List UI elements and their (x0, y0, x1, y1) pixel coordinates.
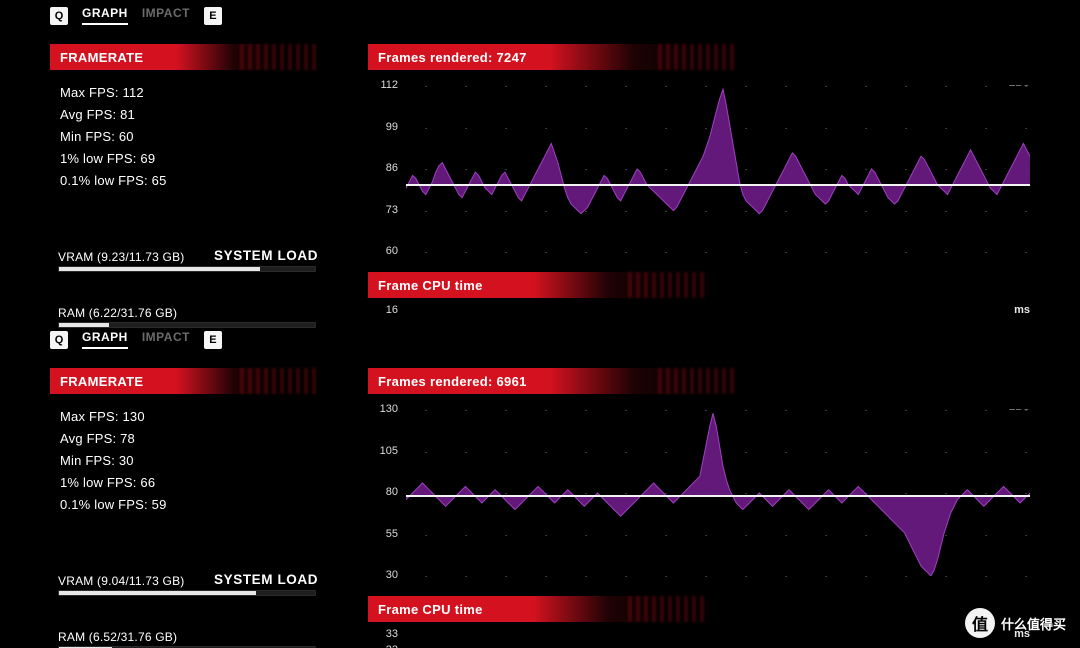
fps-chart: FPS11299867360 (368, 82, 1034, 256)
fps-chart: FPS130105805530 (368, 406, 1034, 580)
ytick: 86 (368, 162, 398, 174)
stat-row: Avg FPS: 81 (60, 104, 167, 126)
cpu-chart: 16 ms (368, 304, 1034, 326)
tab-impact[interactable]: IMPACT (142, 6, 190, 25)
ram-label: RAM (6.22/31.76 GB) (58, 306, 177, 320)
tabs: Q GRAPH IMPACT E (50, 6, 222, 25)
stats-list: Max FPS: 112Avg FPS: 81Min FPS: 601% low… (60, 82, 167, 192)
panel-1: Q GRAPH IMPACT E FRAMERATE Frames rendered: 6… (0, 324, 1080, 648)
stat-row: Max FPS: 112 (60, 82, 167, 104)
chart-area (406, 410, 1030, 576)
header-frames-rendered: Frames rendered: 6961 (368, 368, 698, 394)
stat-row: 1% low FPS: 69 (60, 148, 167, 170)
watermark: 值什么值得买 (965, 608, 1066, 638)
ytick: 55 (368, 528, 398, 540)
stat-row: Min FPS: 60 (60, 126, 167, 148)
avg-fps-line (406, 495, 1030, 497)
ytick: 30 (368, 569, 398, 581)
stat-row: 0.1% low FPS: 65 (60, 170, 167, 192)
tab-impact[interactable]: IMPACT (142, 330, 190, 349)
header-cpu-time: Frame CPU time (368, 596, 668, 622)
watermark-badge: 值 (965, 608, 995, 638)
ytick: 105 (368, 445, 398, 457)
ytick: 99 (368, 121, 398, 133)
vram-label: VRAM (9.04/11.73 GB) (58, 574, 185, 588)
vram-meter (58, 266, 316, 272)
header-framerate: FRAMERATE (50, 368, 280, 394)
panel-0: Q GRAPH IMPACT E FRAMERATE Frames rendered: 7… (0, 0, 1080, 324)
cpu-unit: ms (1014, 304, 1030, 316)
cpu-chart: 3323ms (368, 628, 1034, 648)
chart-area (406, 86, 1030, 252)
ytick: 60 (368, 245, 398, 257)
ytick: 23 (368, 644, 398, 648)
tabs: Q GRAPH IMPACT E (50, 330, 222, 349)
system-load-label: SYSTEM LOAD (214, 572, 318, 587)
stat-row: Avg FPS: 78 (60, 428, 167, 450)
ytick: 80 (368, 486, 398, 498)
stat-row: Min FPS: 30 (60, 450, 167, 472)
ytick: 130 (368, 403, 398, 415)
ytick: 73 (368, 204, 398, 216)
avg-fps-line (406, 184, 1030, 186)
stat-row: Max FPS: 130 (60, 406, 167, 428)
header-framerate: FRAMERATE (50, 44, 280, 70)
vram-label: VRAM (9.23/11.73 GB) (58, 250, 185, 264)
stat-row: 0.1% low FPS: 59 (60, 494, 167, 516)
tab-graph[interactable]: GRAPH (82, 6, 128, 25)
vram-meter (58, 590, 316, 596)
header-cpu-time: Frame CPU time (368, 272, 668, 298)
page: Q GRAPH IMPACT E FRAMERATE Frames rendered: 7… (0, 0, 1080, 648)
header-frames-rendered: Frames rendered: 7247 (368, 44, 698, 70)
tab-graph[interactable]: GRAPH (82, 330, 128, 349)
key-right[interactable]: E (204, 331, 222, 349)
key-left[interactable]: Q (50, 7, 68, 25)
stat-row: 1% low FPS: 66 (60, 472, 167, 494)
key-right[interactable]: E (204, 7, 222, 25)
watermark-text: 什么值得买 (1001, 614, 1066, 633)
key-left[interactable]: Q (50, 331, 68, 349)
ytick: 112 (368, 79, 398, 91)
system-load-label: SYSTEM LOAD (214, 248, 318, 263)
ytick: 33 (368, 628, 398, 640)
ram-label: RAM (6.52/31.76 GB) (58, 630, 177, 644)
ytick: 16 (368, 304, 398, 316)
stats-list: Max FPS: 130Avg FPS: 78Min FPS: 301% low… (60, 406, 167, 516)
